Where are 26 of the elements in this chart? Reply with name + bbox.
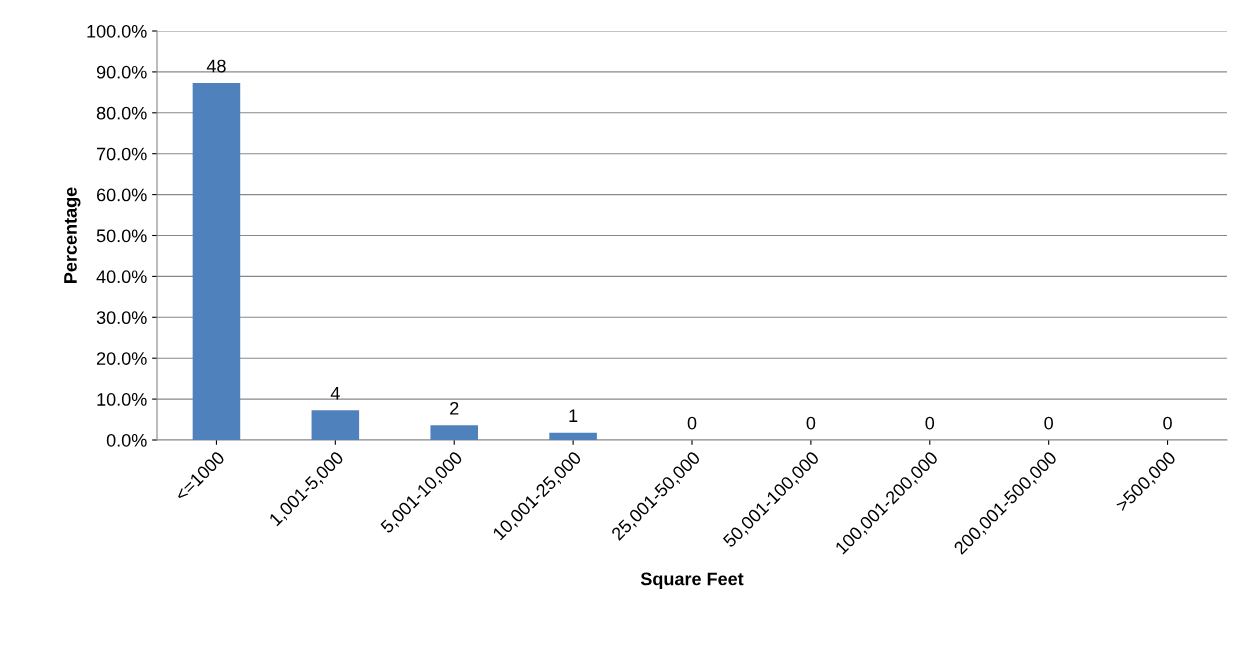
y-tick-label: 80.0%	[96, 106, 147, 120]
y-tick-label: 100.0%	[87, 24, 147, 38]
annotation: 0	[687, 416, 697, 430]
annotation: 48	[206, 59, 226, 73]
y-tick-label: 30.0%	[96, 311, 147, 325]
annotation: 0	[806, 416, 816, 430]
y-tick-label: 20.0%	[96, 352, 147, 365]
y-tick-label: 90.0%	[96, 65, 147, 79]
x-axis-title: Square Feet	[640, 572, 744, 589]
annotation: 4	[330, 387, 340, 400]
y-tick-label: 40.0%	[96, 270, 147, 284]
bar	[430, 425, 478, 440]
y-tick-label: 50.0%	[96, 229, 147, 243]
y-axis-title: Percentage	[64, 187, 81, 283]
annotation: 0	[1044, 416, 1053, 430]
bar	[549, 432, 597, 440]
y-tick-label: 70.0%	[97, 147, 147, 161]
bar	[192, 82, 241, 440]
annotation: 2	[450, 401, 459, 415]
y-tick-label: 10.0%	[97, 393, 147, 406]
y-tick-label: 60.0%	[97, 188, 147, 202]
annotation: 0	[1163, 416, 1172, 430]
y-tick-label: 0.0%	[106, 433, 147, 447]
bar	[311, 410, 360, 440]
annotation: 1	[569, 409, 578, 422]
annotation: 0	[925, 416, 935, 430]
